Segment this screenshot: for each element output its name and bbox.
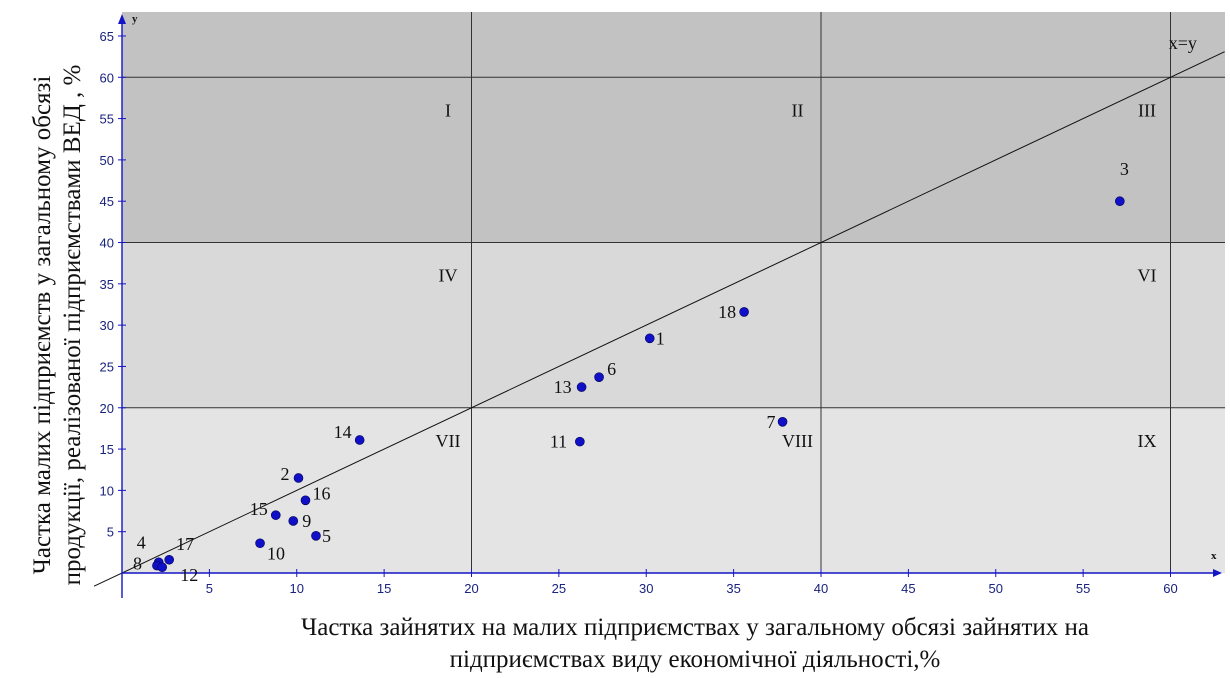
region-label-III: III (1138, 100, 1156, 120)
x-axis-arrow (1213, 569, 1222, 577)
data-point-10 (255, 538, 265, 549)
x-axis-title-line-2: підприємствах виду економічної діяльност… (449, 646, 941, 673)
x-tick-label-30: 30 (639, 581, 653, 596)
band-middle (122, 242, 1225, 408)
band-lower (122, 407, 1225, 573)
y-axis-title: Частка малих підприємств у загальному об… (29, 65, 86, 586)
data-point-label-11: 11 (550, 432, 567, 452)
y-tick-label-50: 50 (100, 153, 114, 168)
x-tick-label-10: 10 (290, 581, 304, 596)
x-axis-name: x (1211, 550, 1217, 562)
x-axis-ticks: 5 10 15 20 25 30 35 40 45 50 55 60 (206, 569, 1178, 596)
data-point-17 (164, 554, 174, 565)
x-tick-label-15: 15 (377, 581, 391, 596)
y-tick-label-60: 60 (100, 70, 114, 85)
data-point-label-2: 2 (280, 464, 289, 484)
region-label-I: I (445, 100, 451, 120)
region-label-VII: VII (436, 431, 461, 451)
data-point-label-4: 4 (137, 532, 146, 552)
y-tick-label-30: 30 (100, 318, 114, 333)
data-point-label-18: 18 (718, 302, 736, 322)
data-point-13 (576, 382, 587, 392)
data-point-label-13: 13 (554, 377, 572, 397)
y-tick-label-5: 5 (107, 525, 114, 540)
y-tick-label-55: 55 (100, 112, 114, 127)
x-tick-label-45: 45 (901, 581, 915, 596)
data-point-2 (293, 473, 304, 483)
data-point-label-1: 1 (656, 328, 665, 348)
x-tick-label-25: 25 (552, 581, 566, 596)
data-point-label-8: 8 (133, 554, 142, 574)
data-point-11 (575, 436, 585, 447)
y-tick-label-45: 45 (100, 194, 114, 209)
data-point-3 (1115, 196, 1125, 207)
x-axis-title-line-1: Частка зайнятих на малих підприємствах у… (300, 614, 1090, 641)
region-horizontal-lines (122, 76, 1225, 409)
data-point-label-12: 12 (180, 565, 198, 585)
data-point-12 (157, 562, 167, 573)
reference-line-label: x=y (1169, 33, 1197, 53)
data-point-label-16: 16 (312, 483, 330, 503)
region-bands (122, 12, 1225, 573)
region-label-VIII: VIII (782, 431, 813, 451)
axes (118, 14, 1222, 598)
y-axis-ticks: 5 10 15 20 25 30 35 40 45 50 55 60 65 (100, 29, 126, 540)
data-point-7 (777, 417, 788, 427)
data-point-label-15: 15 (250, 499, 268, 519)
band-upper (122, 12, 1225, 243)
data-point-label-9: 9 (302, 511, 311, 531)
y-axis-name: y (132, 13, 138, 25)
y-tick-label-15: 15 (100, 442, 114, 457)
y-axis-title-line-2: продукції, реалізованої підприємствами В… (59, 65, 86, 586)
data-point-label-7: 7 (767, 412, 776, 432)
y-tick-label-65: 65 (100, 29, 114, 44)
x-tick-label-60: 60 (1163, 581, 1177, 596)
x-tick-label-50: 50 (989, 581, 1003, 596)
x-tick-label-20: 20 (464, 581, 478, 596)
region-label-II: II (792, 100, 804, 120)
y-axis-arrow (118, 14, 126, 24)
data-point-label-3: 3 (1120, 159, 1129, 179)
data-point-18 (739, 307, 749, 317)
y-axis-title-line-1: Частка малих підприємств у загальному об… (29, 76, 56, 575)
region-label-IV: IV (439, 266, 458, 286)
data-point-label-6: 6 (607, 359, 616, 379)
x-tick-label-40: 40 (814, 581, 828, 596)
region-label-IX: IX (1138, 431, 1157, 451)
y-tick-label-20: 20 (100, 401, 114, 416)
region-label-VI: VI (1138, 266, 1157, 286)
x-tick-label-55: 55 (1076, 581, 1090, 596)
data-point-label-14: 14 (334, 422, 352, 442)
y-tick-label-10: 10 (100, 483, 114, 498)
x-tick-label-5: 5 (206, 581, 213, 596)
data-point-15 (270, 510, 281, 520)
data-point-5 (311, 531, 321, 541)
data-point-9 (288, 516, 299, 526)
diagonal-line (93, 51, 1225, 587)
data-point-6 (594, 372, 604, 382)
y-tick-label-35: 35 (100, 277, 114, 292)
x-tick-label-35: 35 (726, 581, 740, 596)
data-point-14 (354, 435, 365, 445)
y-tick-label-40: 40 (100, 236, 114, 251)
data-point-label-17: 17 (176, 534, 194, 554)
data-point-label-10: 10 (267, 543, 285, 563)
diagonal-reference-line (93, 51, 1225, 587)
region-vertical-lines (471, 12, 1171, 573)
data-point-label-5: 5 (322, 526, 331, 546)
y-tick-label-25: 25 (100, 359, 114, 374)
data-point-16 (300, 495, 311, 506)
data-point-1 (644, 333, 655, 344)
